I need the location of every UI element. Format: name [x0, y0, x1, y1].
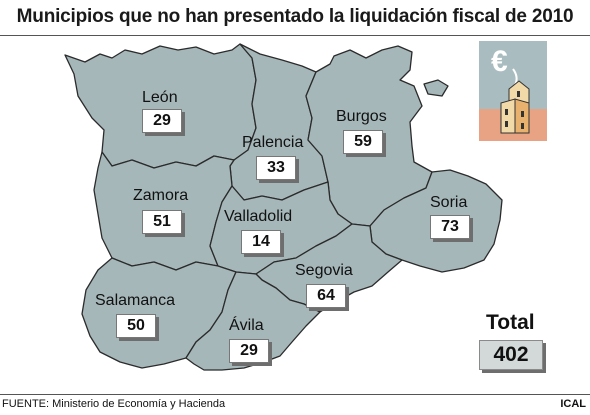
source-note: FUENTE: Ministerio de Economía y Haciend… — [2, 398, 226, 410]
label-palencia: Palencia — [242, 134, 304, 151]
euro-castle-icon: € — [479, 41, 547, 146]
value-palencia: 33 — [256, 156, 296, 180]
bottom-rule — [0, 394, 590, 395]
label-segovia: Segovia — [295, 262, 353, 279]
credit-label: ICAL — [560, 398, 586, 410]
chart-title: Municipios que no han presentado la liqu… — [16, 6, 574, 27]
svg-text:€: € — [491, 45, 508, 78]
label-zamora: Zamora — [133, 187, 189, 204]
label-burgos: Burgos — [336, 108, 387, 125]
value-burgos: 59 — [343, 130, 383, 154]
value-soria: 73 — [430, 215, 470, 239]
value-zamora: 51 — [142, 210, 182, 234]
label-avila: Ávila — [229, 317, 264, 334]
value-leon: 29 — [142, 109, 182, 133]
province-burgos-enclave — [423, 79, 449, 97]
label-leon: León — [142, 89, 178, 106]
total-label: Total — [486, 311, 535, 334]
total-value: 402 — [479, 340, 543, 370]
value-segovia: 64 — [306, 284, 346, 308]
value-salamanca: 50 — [116, 314, 156, 338]
top-rule — [0, 35, 590, 36]
label-soria: Soria — [430, 194, 468, 211]
label-valladolid: Valladolid — [224, 208, 293, 225]
value-avila: 29 — [229, 339, 269, 363]
value-valladolid: 14 — [241, 230, 281, 254]
label-salamanca: Salamanca — [95, 292, 176, 309]
